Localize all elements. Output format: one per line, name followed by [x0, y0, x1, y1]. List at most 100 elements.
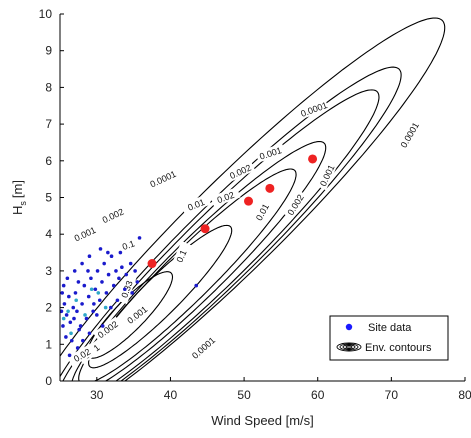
site-data-point	[93, 287, 98, 292]
contour-label-bg	[66, 343, 97, 367]
contour-line-0.01	[71, 140, 327, 381]
site-data-point	[64, 313, 69, 317]
contour-label: 0.002	[101, 207, 126, 226]
site-data-point	[130, 291, 134, 295]
y-tick-label: 4	[45, 227, 52, 241]
legend-contour-marker	[336, 342, 362, 352]
y-tick-label: 0	[45, 374, 52, 388]
y-axis-label-main: H	[10, 206, 25, 215]
contour-lines	[60, 17, 446, 381]
contour-label-bg	[97, 204, 128, 227]
contour-label-bg	[298, 98, 329, 119]
design-point	[200, 224, 210, 234]
contour-label-bg	[210, 187, 241, 207]
contour-label-bg	[397, 119, 422, 150]
site-data-point	[86, 269, 90, 273]
contour-label-bg	[147, 167, 178, 190]
legend-contour-ring	[342, 344, 356, 350]
contour-label-bg	[225, 160, 256, 183]
contour-label: 0.001	[73, 225, 98, 244]
y-axis-label-unit: [m]	[10, 180, 25, 198]
contour-label: 0.0001	[190, 335, 217, 361]
contour-line-0.0001	[60, 17, 446, 381]
site-data-point	[102, 261, 106, 266]
site-data-point	[61, 283, 66, 288]
site-data-point	[115, 298, 120, 303]
site-data-point	[72, 269, 77, 273]
site-data-point	[72, 316, 76, 321]
design-point	[265, 183, 275, 193]
contour-label-bg	[315, 160, 338, 191]
site-data-point	[69, 338, 74, 343]
site-data-point	[103, 305, 108, 310]
site-data-point	[77, 327, 81, 332]
site-data-point	[60, 309, 64, 314]
site-data-point	[194, 283, 199, 288]
site-data-point	[120, 265, 124, 270]
contour-label: 0.0001	[149, 169, 178, 190]
site-data-point	[128, 261, 133, 266]
site-data-point	[61, 316, 66, 321]
site-data-point	[61, 324, 65, 328]
contour-label-bg	[69, 222, 100, 245]
contour-label: 0.002	[285, 193, 305, 217]
site-data-point	[64, 335, 68, 339]
contour-label: 0.0001	[299, 100, 328, 119]
legend-contour-ring	[336, 342, 362, 352]
contour-label: 0.0001	[399, 121, 421, 150]
site-data-point	[76, 280, 81, 284]
site-data-point	[89, 276, 93, 281]
y-tick-label: 9	[45, 44, 52, 58]
contour-label: 0.001	[258, 145, 283, 161]
site-data-point	[96, 291, 101, 295]
y-tick-label: 6	[45, 154, 52, 168]
legend-contour-label: Env. contours	[365, 342, 432, 354]
legend-box	[329, 315, 449, 361]
site-data-point	[92, 302, 96, 306]
contour-label-bg	[93, 316, 123, 342]
site-data-point	[80, 261, 84, 266]
contour-line-0.001	[60, 66, 402, 381]
contour-line-0.02	[78, 168, 297, 381]
legend: Site data Env. contours	[329, 315, 449, 361]
site-data-point	[133, 269, 137, 273]
y-tick-label: 2	[45, 301, 52, 315]
site-data-point	[104, 291, 109, 295]
site-data-point	[123, 287, 127, 292]
legend-site-data-label: Site data	[368, 322, 412, 334]
site-data-point	[100, 280, 104, 284]
contour-label-bg	[255, 143, 286, 163]
site-data-point	[91, 309, 95, 314]
contour-label-bg	[170, 240, 192, 272]
y-tick-label: 1	[45, 337, 52, 351]
x-axis-label: Wind Speed [m/s]	[211, 413, 314, 428]
x-tick-label: 40	[164, 388, 178, 402]
contour-label: 0.001	[318, 163, 337, 188]
site-data-point	[95, 269, 100, 273]
site-data-point	[74, 298, 78, 303]
y-tick-label: 10	[39, 7, 53, 21]
site-data-point	[75, 309, 79, 314]
site-data-point	[68, 320, 73, 325]
site-data-point	[95, 313, 99, 317]
y-tick-label: 5	[45, 191, 52, 205]
legend-contour-ring	[345, 345, 353, 349]
site-data-point	[98, 247, 103, 251]
site-data-point	[62, 302, 67, 306]
site-data-point	[97, 298, 102, 303]
site-data-point	[137, 236, 142, 240]
site-data-point	[81, 338, 85, 343]
contour-label: 0.1	[121, 238, 136, 252]
site-data-point	[89, 287, 94, 292]
site-data-point	[109, 254, 114, 259]
site-data-point	[66, 309, 70, 314]
site-data-point	[84, 316, 89, 321]
site-data-point	[67, 353, 72, 358]
svg-text:Hs[m]: Hs [m]	[10, 180, 28, 215]
site-data-point	[111, 283, 116, 288]
axes: 30 40 50 60 70 80 0 1 2 3 4 5 6 7 8 9 10	[39, 7, 471, 402]
site-data-point	[73, 291, 78, 295]
site-data-point	[106, 250, 110, 255]
contour-label-bg	[180, 194, 212, 215]
